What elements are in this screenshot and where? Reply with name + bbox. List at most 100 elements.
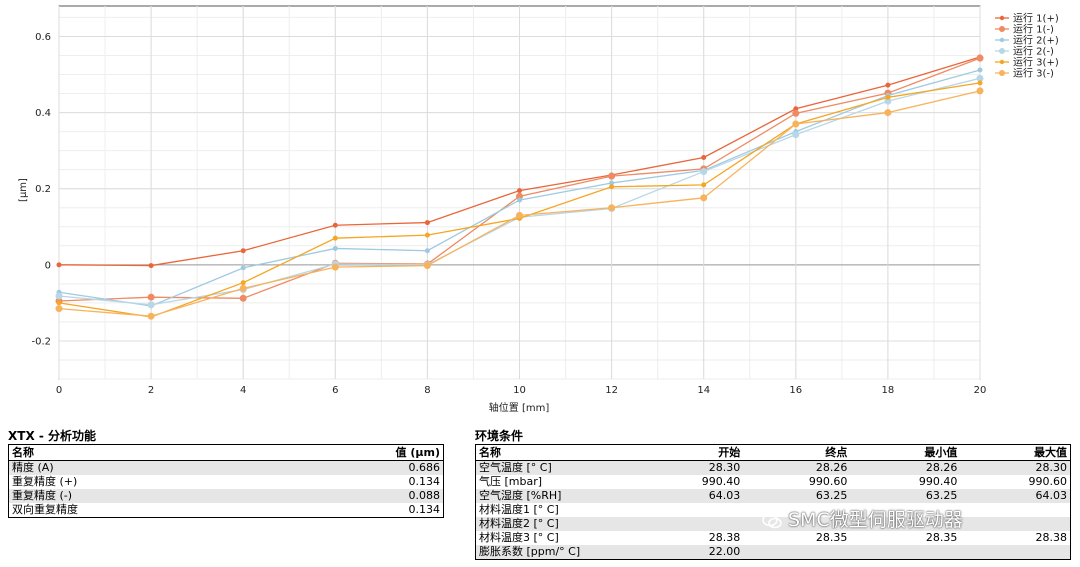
env-row-value: 28.26: [850, 460, 961, 475]
data-point: [701, 182, 707, 188]
env-row-value: 28.30: [960, 460, 1071, 475]
data-point: [608, 204, 616, 212]
analysis-panel: XTX - 分析功能 名称 值 (μm) 精度 (A) 0.686 重复精度 (+)…: [8, 428, 444, 518]
data-point: [147, 301, 155, 309]
data-point: [56, 262, 62, 268]
env-row: 材料温度3 [° C] 28.38 28.35 28.35 28.38: [476, 531, 1071, 545]
data-point: [885, 82, 891, 88]
env-header-cell: 最大值: [960, 444, 1071, 461]
data-point: [240, 280, 246, 286]
analysis-row-value: 0.088: [313, 489, 444, 503]
env-row: 空气温度 [° C] 28.30 28.26 28.26 28.30: [475, 460, 1071, 475]
analysis-row: 双向重复精度 0.134: [9, 503, 444, 518]
env-row-value: [636, 517, 744, 531]
y-tick-label: -0.2: [31, 336, 51, 347]
data-point: [515, 211, 523, 219]
data-point: [885, 94, 891, 100]
x-tick-label: 18: [882, 385, 895, 396]
data-point: [332, 235, 338, 241]
env-header-cell: 最小值: [850, 444, 961, 461]
env-row-value: [960, 517, 1071, 531]
x-tick-label: 12: [605, 385, 618, 396]
env-row: 空气湿度 [%RH] 64.03 63.25 63.25 64.03: [475, 489, 1071, 503]
env-row: 气压 [mbar] 990.40 990.60 990.40 990.60: [476, 475, 1071, 489]
data-point: [424, 220, 430, 226]
x-axis-label: 轴位置 [mm]: [489, 401, 550, 414]
data-point: [792, 131, 800, 139]
y-tick-label: 0.6: [35, 32, 51, 43]
env-row-value: 28.38: [708, 531, 741, 544]
env-row-value: 28.35: [925, 531, 958, 544]
analysis-header-value: 值 (μm): [313, 444, 444, 461]
data-point: [884, 109, 892, 117]
env-row-name: 材料温度3 [° C]: [479, 531, 559, 544]
legend-swatch-marker: [999, 48, 1005, 54]
data-point: [148, 263, 154, 269]
x-tick-label: 2: [148, 385, 154, 396]
x-tick-label: 20: [974, 385, 987, 396]
legend-swatch-marker: [999, 70, 1005, 76]
env-header-row: 名称 开始 终点 最小值 最大值: [475, 444, 1071, 461]
x-tick-label: 14: [697, 385, 710, 396]
data-point: [56, 300, 62, 306]
env-row: 膨胀系数 [ppm/° C] 22.00: [475, 545, 1071, 560]
legend-swatch-marker: [999, 26, 1005, 32]
watermark: SMC微型伺服驱动器: [762, 505, 963, 532]
env-row-value: [850, 545, 961, 560]
env-row-value: 28.26: [743, 460, 851, 475]
env-row-value: [960, 545, 1071, 560]
data-point: [608, 172, 616, 180]
data-point: [423, 262, 431, 270]
data-point: [331, 263, 339, 271]
env-header-cell: 名称: [475, 444, 637, 461]
data-point: [609, 184, 615, 190]
x-tick-label: 8: [424, 385, 430, 396]
env-row-value: 990.40: [701, 475, 741, 488]
analysis-table: 名称 值 (μm) 精度 (A) 0.686 重复精度 (+) 0.134 重复精度 (…: [8, 444, 444, 518]
data-point: [239, 294, 247, 302]
x-tick-label: 6: [332, 385, 338, 396]
legend-label: 运行 1(+): [1013, 12, 1059, 25]
x-tick-label: 16: [789, 385, 802, 396]
wechat-icon: [762, 513, 782, 528]
analysis-row-value: 0.134: [408, 475, 441, 488]
analysis-row-name: 重复精度 (+): [12, 475, 78, 488]
env-header-cell: 终点: [743, 444, 851, 461]
env-row-value: 64.03: [960, 489, 1071, 503]
env-row-value: [850, 517, 961, 531]
legend-label: 运行 1(-): [1013, 23, 1054, 36]
env-row-name: 空气温度 [° C]: [475, 460, 637, 475]
data-point: [147, 293, 155, 301]
env-row: 材料温度1 [° C]: [476, 503, 1071, 517]
env-row-value: 28.38: [1035, 531, 1068, 544]
env-row-value: 990.60: [1028, 475, 1068, 488]
x-tick-label: 0: [56, 385, 62, 396]
data-point: [55, 305, 63, 313]
legend-swatch-marker: [999, 59, 1005, 65]
env-row-value: [960, 503, 1070, 517]
analysis-row: 精度 (A) 0.686: [8, 460, 444, 475]
y-axis-label: [μm]: [18, 178, 29, 202]
env-row-value: 28.35: [815, 531, 848, 544]
legend-swatch-marker: [999, 37, 1005, 43]
env-row-value: 22.00: [636, 545, 744, 560]
env-row-value: 990.60: [808, 475, 848, 488]
analysis-row-name: 重复精度 (-): [8, 489, 313, 503]
legend-swatch-marker: [999, 15, 1005, 21]
data-point: [240, 248, 246, 254]
env-table-body: 空气温度 [° C] 28.30 28.26 28.26 28.30 气压 [mbar] 9…: [475, 460, 1071, 560]
legend: 运行 1(+)运行 1(-)运行 2(+)运行 2(-)运行 3(+)运行 3(…: [995, 12, 1059, 80]
env-row-value: 28.30: [636, 460, 744, 475]
analysis-header-row: 名称 值 (μm): [8, 444, 444, 461]
data-point: [239, 284, 247, 292]
analysis-table-body: 精度 (A) 0.686 重复精度 (+) 0.134 重复精度 (-) 0.088 双向重…: [8, 460, 444, 518]
env-row-value: 63.25: [743, 489, 851, 503]
data-point: [55, 292, 63, 300]
analysis-row-value: 0.686: [313, 460, 444, 475]
env-row-name: 空气湿度 [%RH]: [475, 489, 637, 503]
data-point: [700, 194, 708, 202]
analysis-row: 重复精度 (+) 0.134: [9, 475, 444, 489]
analysis-row-name: 精度 (A): [8, 460, 313, 475]
data-point: [976, 87, 984, 95]
data-point: [424, 232, 430, 238]
